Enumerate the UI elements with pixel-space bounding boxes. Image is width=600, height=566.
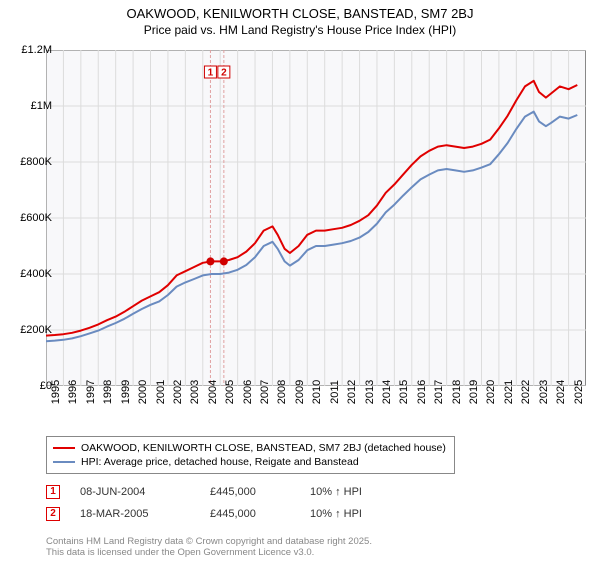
x-tick-label: 2021 bbox=[503, 380, 515, 404]
x-tick-label: 2023 bbox=[538, 380, 550, 404]
footer-line2: This data is licensed under the Open Gov… bbox=[46, 547, 372, 558]
x-tick-label: 2011 bbox=[329, 380, 341, 404]
x-tick-label: 1996 bbox=[67, 380, 79, 404]
x-tick-label: 2017 bbox=[433, 380, 445, 404]
legend-swatch-property bbox=[53, 447, 75, 449]
y-tick-label: £600K bbox=[12, 212, 52, 224]
sale-row-2: 2 18-MAR-2005 £445,000 10% ↑ HPI bbox=[46, 506, 362, 522]
chart-container: OAKWOOD, KENILWORTH CLOSE, BANSTEAD, SM7… bbox=[0, 6, 600, 566]
sale-date-1: 08-JUN-2004 bbox=[80, 486, 210, 498]
x-tick-label: 2007 bbox=[259, 380, 271, 404]
x-tick-label: 2018 bbox=[451, 380, 463, 404]
sale-date-2: 18-MAR-2005 bbox=[80, 508, 210, 520]
x-tick-label: 2005 bbox=[224, 380, 236, 404]
legend-item-hpi: HPI: Average price, detached house, Reig… bbox=[53, 455, 446, 469]
chart-subtitle: Price paid vs. HM Land Registry's House … bbox=[0, 23, 600, 37]
legend-label-property: OAKWOOD, KENILWORTH CLOSE, BANSTEAD, SM7… bbox=[81, 442, 446, 454]
sale-row-1: 1 08-JUN-2004 £445,000 10% ↑ HPI bbox=[46, 484, 362, 500]
sale-marker-1: 1 bbox=[46, 485, 60, 499]
y-tick-label: £200K bbox=[12, 324, 52, 336]
y-tick-label: £0 bbox=[12, 380, 52, 392]
x-tick-label: 2000 bbox=[137, 380, 149, 404]
footer-line1: Contains HM Land Registry data © Crown c… bbox=[46, 536, 372, 547]
x-tick-label: 1999 bbox=[120, 380, 132, 404]
x-tick-label: 2025 bbox=[573, 380, 585, 404]
x-tick-label: 2022 bbox=[520, 380, 532, 404]
svg-text:1: 1 bbox=[208, 68, 214, 79]
sale-marker-2: 2 bbox=[46, 507, 60, 521]
x-tick-label: 1998 bbox=[102, 380, 114, 404]
legend-swatch-hpi bbox=[53, 461, 75, 463]
y-tick-label: £1M bbox=[12, 100, 52, 112]
x-tick-label: 2020 bbox=[485, 380, 497, 404]
sale-price-2: £445,000 bbox=[210, 508, 310, 520]
x-tick-label: 2002 bbox=[172, 380, 184, 404]
x-tick-label: 2009 bbox=[294, 380, 306, 404]
x-tick-label: 2016 bbox=[416, 380, 428, 404]
footer: Contains HM Land Registry data © Crown c… bbox=[46, 536, 372, 559]
y-tick-label: £400K bbox=[12, 268, 52, 280]
legend: OAKWOOD, KENILWORTH CLOSE, BANSTEAD, SM7… bbox=[46, 436, 455, 474]
x-tick-label: 2014 bbox=[381, 380, 393, 404]
y-tick-label: £1.2M bbox=[12, 44, 52, 56]
x-tick-label: 2006 bbox=[242, 380, 254, 404]
x-tick-label: 2013 bbox=[364, 380, 376, 404]
y-tick-label: £800K bbox=[12, 156, 52, 168]
x-tick-label: 2019 bbox=[468, 380, 480, 404]
sale-hpi-1: 10% ↑ HPI bbox=[310, 486, 362, 498]
x-tick-label: 2001 bbox=[155, 380, 167, 404]
x-tick-label: 2012 bbox=[346, 380, 358, 404]
svg-text:2: 2 bbox=[221, 68, 227, 79]
x-tick-label: 2015 bbox=[398, 380, 410, 404]
x-tick-label: 1997 bbox=[85, 380, 97, 404]
chart-svg: 12 bbox=[46, 50, 586, 386]
x-tick-label: 1995 bbox=[50, 380, 62, 404]
legend-label-hpi: HPI: Average price, detached house, Reig… bbox=[81, 456, 359, 468]
x-tick-label: 2004 bbox=[207, 380, 219, 404]
chart-title: OAKWOOD, KENILWORTH CLOSE, BANSTEAD, SM7… bbox=[0, 6, 600, 21]
sale-price-1: £445,000 bbox=[210, 486, 310, 498]
x-tick-label: 2003 bbox=[189, 380, 201, 404]
x-tick-label: 2024 bbox=[555, 380, 567, 404]
x-tick-label: 2008 bbox=[276, 380, 288, 404]
x-tick-label: 2010 bbox=[311, 380, 323, 404]
chart-area: 12 bbox=[46, 50, 586, 386]
sale-hpi-2: 10% ↑ HPI bbox=[310, 508, 362, 520]
legend-item-property: OAKWOOD, KENILWORTH CLOSE, BANSTEAD, SM7… bbox=[53, 441, 446, 455]
